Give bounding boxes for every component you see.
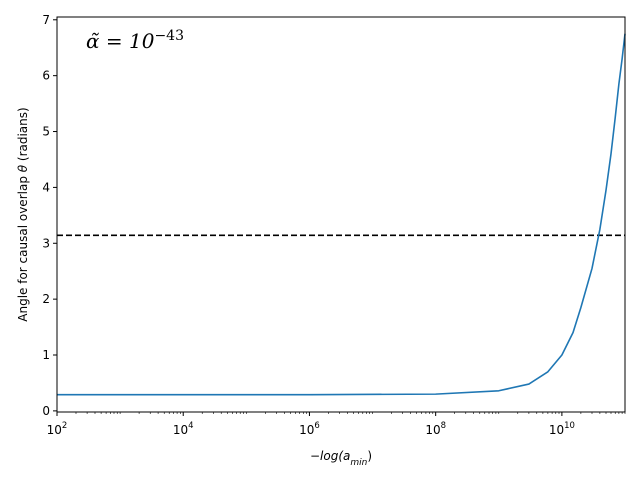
x-tick-label: 1010	[549, 421, 575, 437]
x-axis-label: −log(amin)	[310, 449, 372, 468]
y-tick-label: 6	[42, 69, 50, 83]
alpha-annotation-main: α̃ = 10	[86, 29, 155, 53]
y-tick-label: 3	[42, 236, 50, 250]
alpha-annotation-exponent: −43	[154, 28, 184, 44]
series-line-0	[57, 33, 626, 396]
y-tick-label: 1	[42, 348, 50, 362]
y-tick-label: 0	[42, 404, 50, 418]
y-tick-label: 2	[42, 292, 50, 306]
x-tick-label: 106	[299, 421, 320, 437]
y-tick-label: 7	[42, 13, 50, 27]
y-axis-label: Angle for causal overlap θ (radians)	[16, 107, 30, 321]
x-axis-label-end: )	[367, 449, 372, 463]
x-axis-label-main: −log(a	[310, 449, 350, 463]
y-tick-label: 5	[42, 125, 50, 139]
x-tick-label: 108	[425, 421, 446, 437]
x-axis-label-subscript: min	[350, 458, 367, 468]
y-axis-label-theta: θ	[16, 164, 30, 172]
plot-frame	[56, 16, 626, 413]
x-tick-label: 104	[173, 421, 194, 437]
y-axis-label-main: Angle for causal overlap	[16, 172, 30, 321]
y-axis-label-end: (radians)	[16, 107, 30, 165]
alpha-annotation: α̃ = 10−43	[86, 28, 184, 53]
y-tick-label: 4	[42, 180, 50, 194]
x-tick-label: 102	[47, 421, 68, 437]
